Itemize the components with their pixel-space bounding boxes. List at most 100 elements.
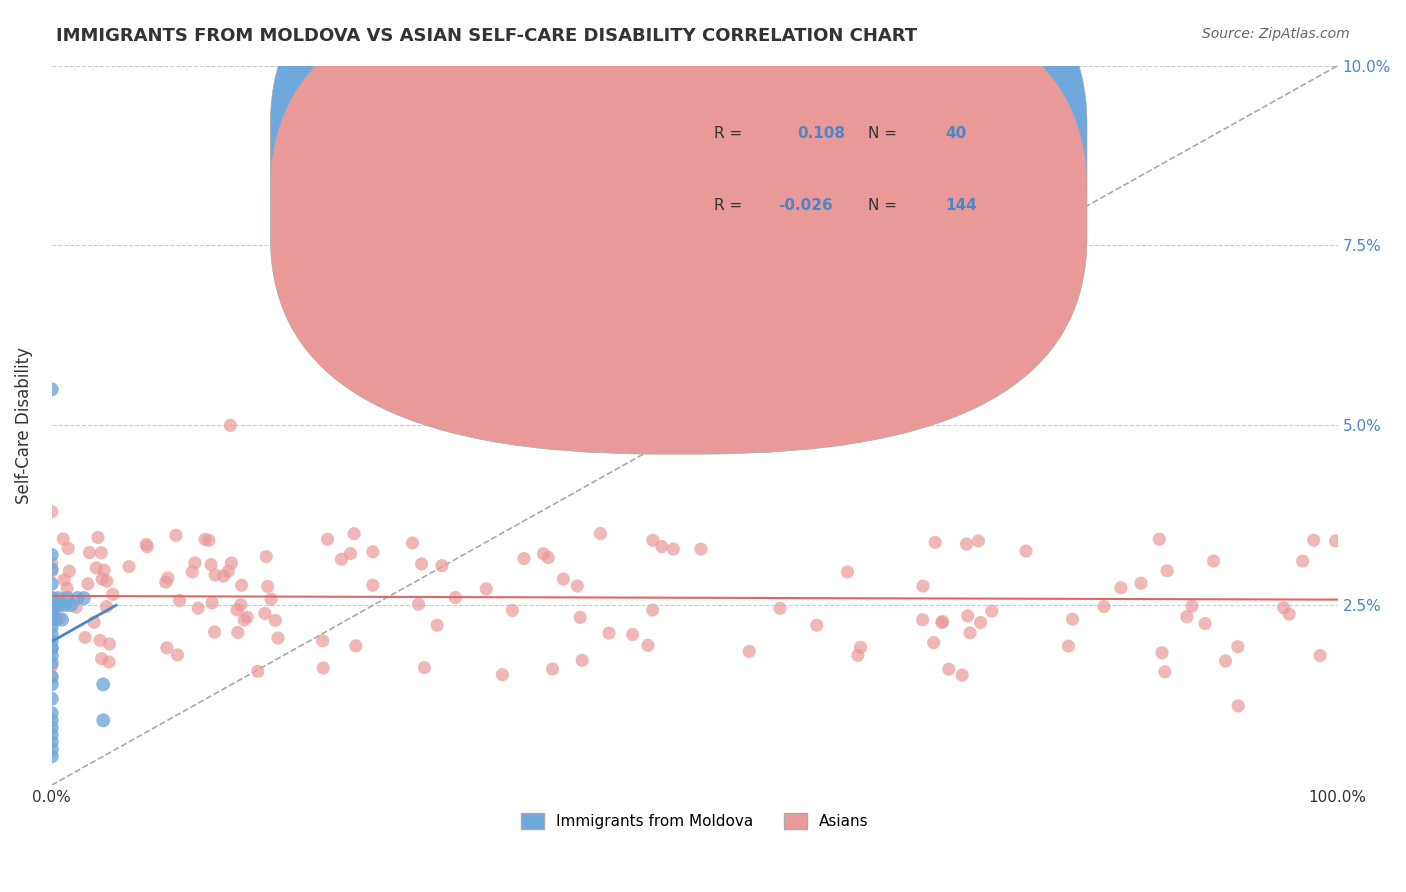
Point <box>637 638 659 652</box>
Point <box>950 668 973 682</box>
Text: Source: ZipAtlas.com: Source: ZipAtlas.com <box>1202 27 1350 41</box>
Point <box>41 564 63 578</box>
Point <box>1302 533 1324 548</box>
Point <box>229 598 252 612</box>
Point <box>56 541 79 556</box>
Point <box>194 533 217 547</box>
Point <box>931 615 953 629</box>
Point <box>513 551 536 566</box>
Point <box>1156 564 1178 578</box>
Point <box>849 640 872 655</box>
Point <box>330 552 353 566</box>
Point <box>1194 616 1216 631</box>
Point <box>41 714 63 728</box>
Point <box>264 613 287 627</box>
Point <box>53 573 76 587</box>
Point <box>156 640 179 655</box>
Point <box>56 581 79 595</box>
Text: IMMIGRANTS FROM MOLDOVA VS ASIAN SELF-CARE DISABILITY CORRELATION CHART: IMMIGRANTS FROM MOLDOVA VS ASIAN SELF-CA… <box>56 27 917 45</box>
Point <box>41 620 63 634</box>
Point <box>41 641 63 656</box>
Point <box>361 578 384 592</box>
Point <box>65 600 87 615</box>
Point <box>1154 665 1177 679</box>
Point <box>41 648 63 663</box>
Point <box>226 603 249 617</box>
Point <box>41 627 63 641</box>
Point <box>118 559 141 574</box>
Point <box>475 582 498 596</box>
Point <box>184 556 207 570</box>
Point <box>212 569 235 583</box>
Text: 144: 144 <box>945 198 977 213</box>
Point <box>155 575 177 590</box>
Point <box>911 579 934 593</box>
Point <box>401 536 423 550</box>
Point <box>233 613 256 627</box>
Point <box>589 526 612 541</box>
Point <box>201 596 224 610</box>
Point <box>621 627 644 641</box>
Point <box>41 606 63 620</box>
Point <box>1202 554 1225 568</box>
Point <box>598 626 620 640</box>
Point <box>256 579 278 593</box>
Point <box>41 656 63 670</box>
Point <box>41 659 63 673</box>
Point <box>187 601 209 615</box>
Point <box>837 565 859 579</box>
Point <box>541 662 564 676</box>
Point <box>641 603 664 617</box>
Point <box>1272 600 1295 615</box>
Point <box>1181 599 1204 614</box>
Point <box>41 691 63 706</box>
Point <box>931 615 953 630</box>
Point <box>922 635 945 649</box>
Point <box>662 542 685 557</box>
Point <box>769 601 792 615</box>
Point <box>52 532 75 546</box>
Point <box>41 742 63 756</box>
Point <box>1015 544 1038 558</box>
Point <box>41 641 63 656</box>
Point <box>444 591 467 605</box>
Point <box>312 661 335 675</box>
Point <box>911 613 934 627</box>
Point <box>41 576 63 591</box>
Y-axis label: Self-Care Disability: Self-Care Disability <box>15 347 32 504</box>
Point <box>93 563 115 577</box>
Point <box>231 578 253 592</box>
Point <box>1062 612 1084 626</box>
Point <box>75 631 97 645</box>
Point <box>58 564 80 578</box>
Text: N =: N = <box>869 198 897 213</box>
Point <box>343 526 366 541</box>
Point <box>413 660 436 674</box>
Point <box>217 564 239 578</box>
Point <box>41 613 63 627</box>
Point <box>66 591 89 605</box>
Point <box>537 550 560 565</box>
Point <box>41 735 63 749</box>
Point <box>738 644 761 658</box>
Point <box>1149 532 1171 546</box>
Point <box>87 531 110 545</box>
Point <box>969 615 991 630</box>
Point <box>41 505 63 519</box>
Point <box>48 598 70 612</box>
Point <box>41 749 63 764</box>
Point <box>41 669 63 683</box>
Point <box>1057 639 1080 653</box>
Point <box>219 418 242 433</box>
Point <box>42 602 65 616</box>
Point <box>806 618 828 632</box>
Point <box>198 533 221 548</box>
Point <box>41 677 63 691</box>
Point <box>90 546 112 560</box>
Point <box>41 670 63 684</box>
Point <box>846 648 869 663</box>
Point <box>938 662 960 676</box>
Point <box>408 597 430 611</box>
Point <box>204 568 226 582</box>
Point <box>98 655 121 669</box>
